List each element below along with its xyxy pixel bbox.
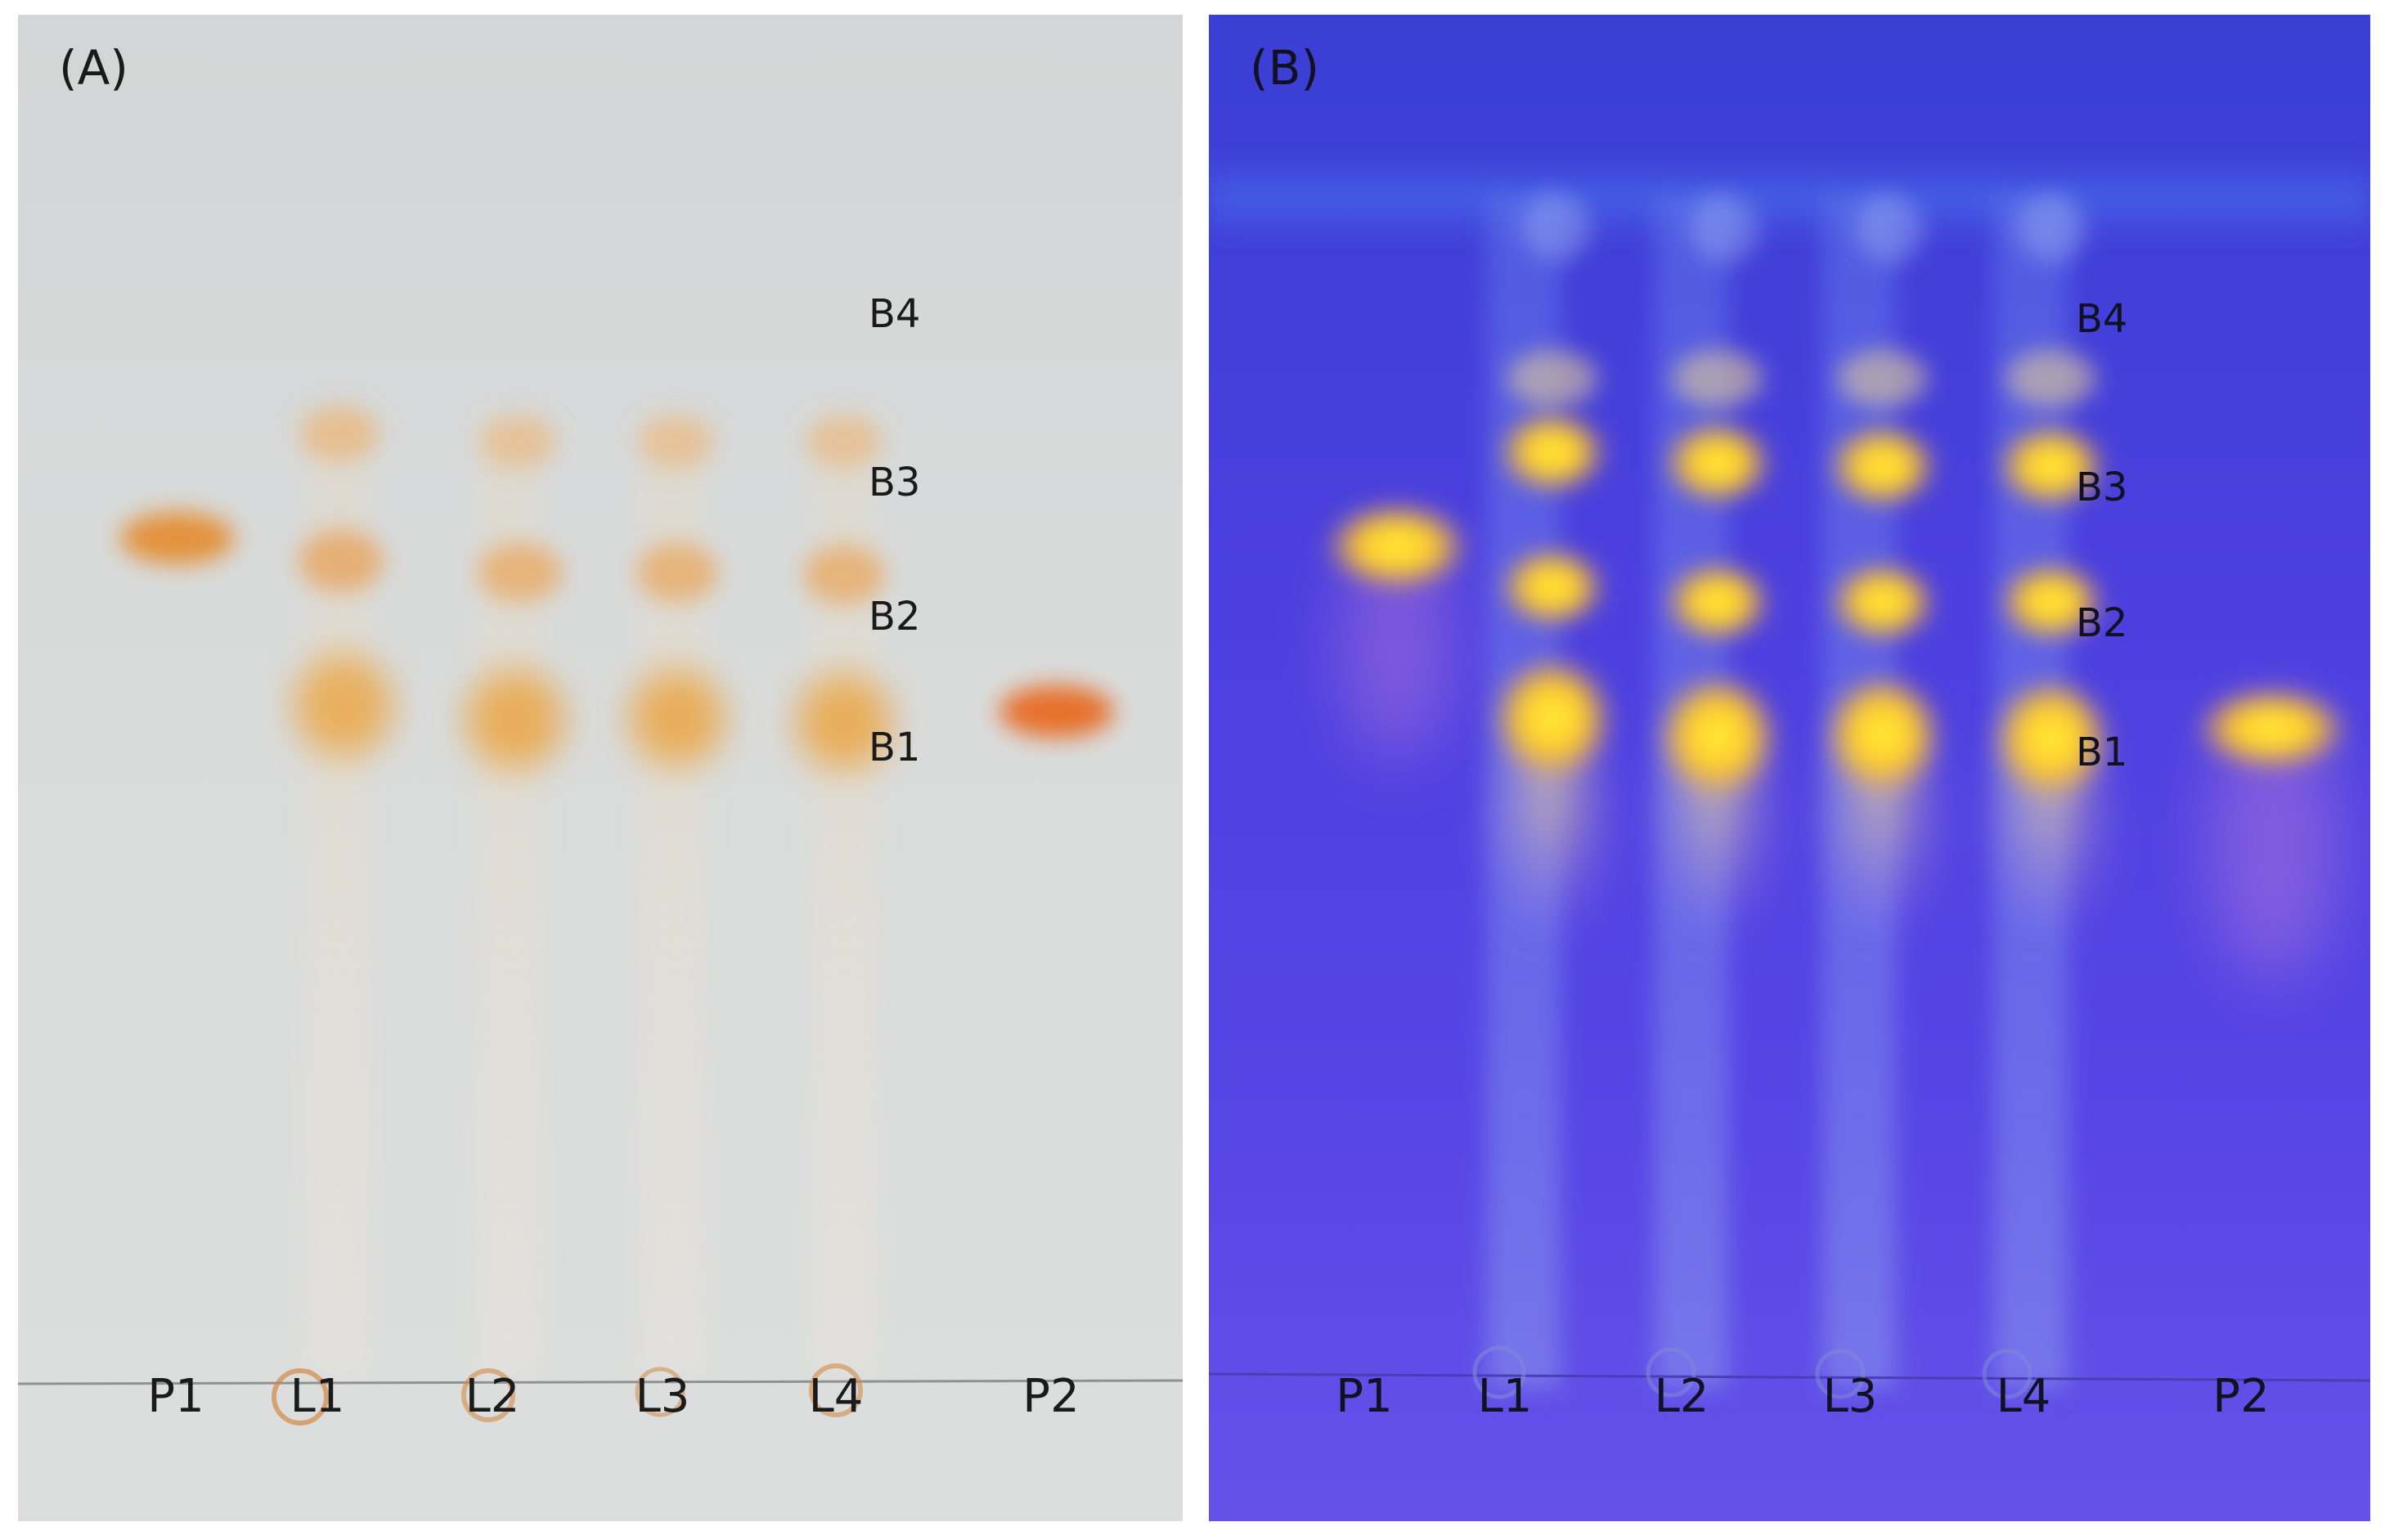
lane-label-p2: P2 [2212,1370,2270,1423]
lane-label-p1: P1 [1336,1370,1393,1423]
band-label-b3: B3 [869,460,921,505]
band-label-b3: B3 [2076,465,2128,510]
lane-label-l1: L1 [1477,1370,1533,1423]
lane-label-l1: L1 [290,1370,345,1423]
lane-label-p2: P2 [1022,1370,1080,1423]
band-label-b1: B1 [869,725,921,770]
band-label-b4: B4 [869,291,921,337]
lane-label-l4: L4 [808,1370,864,1423]
tlc-plate-visible-light: (A) B4 B3 B2 B1 P1 L1 L2 L3 L4 P2 [18,15,1183,1521]
band-label-b4: B4 [2076,296,2128,342]
lane-label-l3: L3 [635,1370,690,1423]
band-label-b1: B1 [2076,730,2128,775]
lane-label-l2: L2 [1654,1370,1709,1423]
plate-b-image [1209,154,2370,1399]
panel-label-b: (B) [1250,40,1320,96]
lane-label-p1: P1 [147,1370,204,1423]
panel-label-a: (A) [59,40,128,96]
band-label-b2: B2 [869,594,921,640]
tlc-plate-uv-light: (B) B4 B3 B2 B1 P1 L1 L2 L3 L4 P2 [1209,15,2370,1521]
lane-label-l4: L4 [1996,1370,2051,1423]
plate-a-image [18,406,1183,1426]
lane-label-l2: L2 [465,1370,520,1423]
lane-label-l3: L3 [1822,1370,1878,1423]
band-label-b2: B2 [2076,600,2128,646]
